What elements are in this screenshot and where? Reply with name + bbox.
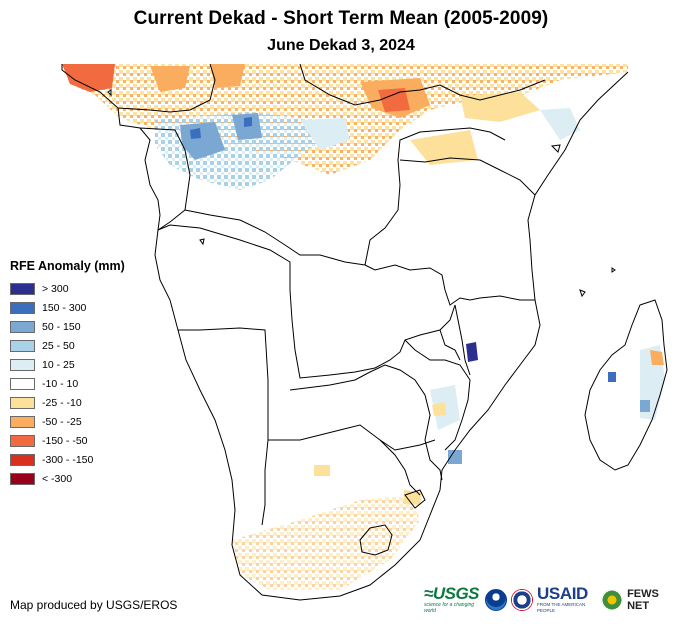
legend-row: -300 - -150 [10,450,125,469]
usaid-logo: USAID FROM THE AMERICAN PEOPLE [537,584,595,614]
noaa-seal-icon [485,589,508,611]
legend-label: 10 - 25 [42,358,75,371]
legend-label: -300 - -150 [42,453,94,466]
legend-label: 50 - 150 [42,320,81,333]
legend-label: -50 - -25 [42,415,82,428]
legend-swatch [10,472,35,485]
legend-swatch [10,453,35,466]
map-subtitle: June Dekad 3, 2024 [267,37,415,54]
legend-swatch [10,377,35,390]
legend-label: > 300 [42,282,69,295]
legend: RFE Anomaly (mm) > 300 150 - 300 50 - 150 2… [10,259,125,488]
legend-row: -50 - -25 [10,412,125,431]
usaid-logo-text: USAID [537,584,588,603]
usaid-seal-icon [511,589,534,611]
map-title: Current Dekad - Short Term Mean (2005-20… [133,8,549,29]
fews-net-mark-icon [601,589,624,611]
legend-swatch [10,339,35,352]
legend-label: 150 - 300 [42,301,87,314]
legend-row: 10 - 25 [10,355,125,374]
anomaly-fill [62,64,665,590]
legend-row: 150 - 300 [10,298,125,317]
legend-title: RFE Anomaly (mm) [10,259,125,273]
credit-text: Map produced by USGS/EROS [10,598,178,612]
legend-row: -10 - 10 [10,374,125,393]
legend-swatch [10,415,35,428]
legend-swatch [10,282,35,295]
legend-label: -150 - -50 [42,434,88,447]
legend-row: -25 - -10 [10,393,125,412]
usgs-tagline: science for a changing world [424,602,475,614]
legend-label: < -300 [42,472,73,485]
fews-net-logo-text: FEWS NET [627,588,659,612]
legend-swatch [10,320,35,333]
legend-label: -10 - 10 [42,377,79,390]
country-borders [61,63,668,601]
legend-row: > 300 [10,279,125,298]
legend-swatch [10,358,35,371]
legend-label: -25 - -10 [42,396,82,409]
usgs-logo: ≈USGS science for a changing world [424,584,480,614]
legend-swatch [10,396,35,409]
legend-label: 25 - 50 [42,339,75,352]
logo-strip: ≈USGS science for a changing world USAID… [424,584,676,614]
legend-swatch [10,301,35,314]
legend-items: > 300 150 - 300 50 - 150 25 - 50 10 - 25 -10 … [10,279,125,488]
legend-row: -150 - -50 [10,431,125,450]
legend-swatch [10,434,35,447]
usgs-logo-text: USGS [432,584,480,603]
legend-row: 25 - 50 [10,336,125,355]
usaid-tagline: FROM THE AMERICAN PEOPLE [537,602,586,613]
legend-row: 50 - 150 [10,317,125,336]
legend-row: < -300 [10,469,125,488]
